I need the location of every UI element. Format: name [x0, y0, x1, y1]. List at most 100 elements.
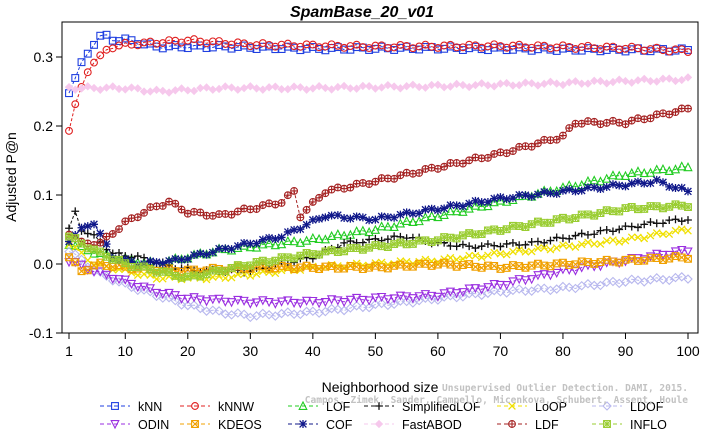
data-point-odin [420, 290, 431, 300]
data-point-fastabod [227, 83, 236, 92]
data-point-ldf [427, 163, 436, 172]
data-point-ldof [376, 298, 387, 309]
x-tick-label: 70 [493, 343, 509, 359]
data-point-ldf [340, 184, 349, 193]
data-point-odin [76, 260, 87, 270]
data-point-fastabod [683, 73, 693, 82]
data-point-cof [415, 209, 424, 218]
data-point-fastabod [114, 84, 124, 94]
data-point-fastabod [446, 82, 455, 91]
data-point-inflo [565, 215, 574, 224]
data-point-loop [484, 251, 492, 260]
data-point-cof [83, 222, 92, 231]
data-point-ldf [158, 202, 167, 210]
data-point-loop [490, 248, 499, 257]
data-point-simplifiedlof [659, 219, 667, 228]
data-point-loop [446, 253, 455, 262]
data-point-loop [471, 251, 480, 260]
data-point-simplifiedlof [83, 229, 92, 238]
data-point-kdeos [665, 254, 674, 263]
data-point-fastabod [583, 79, 593, 88]
data-point-knnw [133, 41, 142, 50]
data-point-fastabod [496, 79, 505, 88]
data-point-kdeos [408, 262, 417, 271]
data-point-fastabod [239, 83, 249, 93]
data-point-loop [246, 272, 255, 280]
data-point-odin [564, 265, 574, 275]
data-point-lof [251, 242, 262, 252]
data-point-odin [520, 276, 531, 286]
data-point-lof [308, 232, 318, 243]
y-tick-label: 0.0 [34, 256, 54, 272]
legend-marker-kdeos [191, 420, 199, 428]
data-point-cof [340, 214, 349, 223]
data-point-ldof [239, 309, 249, 320]
data-point-ldof [589, 280, 599, 291]
data-point-lof [383, 221, 393, 231]
data-point-cof [502, 195, 511, 204]
data-point-ldof [339, 305, 349, 316]
data-point-simplifiedlof [640, 220, 649, 229]
data-point-odin [539, 270, 549, 280]
data-point-loop [552, 244, 561, 252]
data-point-cof [127, 257, 136, 266]
data-point-inflo [177, 273, 186, 282]
data-point-odin [508, 277, 518, 287]
data-point-ldof [295, 309, 306, 320]
data-point-lof [602, 173, 612, 183]
data-point-odin [364, 296, 374, 306]
data-point-fastabod [171, 86, 180, 95]
series-inflo [65, 200, 692, 282]
data-point-odin [151, 288, 162, 299]
data-point-ldf [115, 225, 123, 233]
data-point-lof [358, 225, 368, 235]
data-point-loop [227, 273, 236, 282]
data-point-odin [145, 284, 155, 294]
data-point-ldof [289, 309, 299, 319]
data-point-simplifiedlof [71, 207, 80, 216]
data-point-fastabod [314, 82, 324, 91]
legend-marker-ldof [602, 401, 612, 411]
data-point-odin [201, 297, 212, 307]
data-point-lof [645, 167, 656, 177]
data-point-ldof [151, 291, 162, 302]
data-point-cof [684, 187, 692, 196]
data-point-ldof [233, 308, 243, 318]
data-point-kdeos [296, 263, 305, 272]
data-point-odin [439, 289, 449, 299]
data-point-ldof [676, 272, 687, 282]
legend-marker-ldf [508, 420, 516, 428]
legend-label-knnw: kNNW [218, 400, 254, 414]
data-point-ldof [351, 301, 362, 311]
data-point-ldf [227, 210, 236, 219]
data-point-fastabod [164, 88, 174, 97]
data-point-odin [401, 292, 412, 302]
data-point-cof [433, 206, 442, 215]
data-point-inflo [621, 204, 630, 213]
data-point-ldf [390, 174, 399, 183]
data-point-lof [620, 170, 631, 180]
data-point-ldof [558, 281, 568, 292]
data-point-fastabod [558, 80, 568, 90]
x-tick-label: 40 [305, 343, 321, 359]
data-point-cof [540, 187, 549, 196]
data-point-fastabod [158, 86, 167, 96]
data-point-fastabod [189, 86, 199, 96]
data-point-odin [670, 247, 681, 257]
data-point-ldf [621, 120, 630, 129]
data-point-odin [351, 293, 362, 304]
data-point-fastabod [652, 77, 661, 86]
data-point-ldof [101, 271, 112, 281]
data-point-simplifiedlof [390, 232, 399, 241]
data-point-ldof [445, 290, 456, 301]
data-point-ldof [195, 303, 206, 314]
data-point-odin [308, 296, 318, 307]
legend-marker-simplifiedlof [375, 402, 383, 410]
data-point-ldof [526, 286, 537, 296]
data-point-ldf [333, 183, 342, 192]
data-point-inflo [227, 263, 236, 272]
data-point-odin [464, 284, 474, 294]
data-point-odin [358, 295, 368, 306]
data-point-fastabod [352, 84, 361, 93]
data-point-ldof [583, 278, 593, 289]
